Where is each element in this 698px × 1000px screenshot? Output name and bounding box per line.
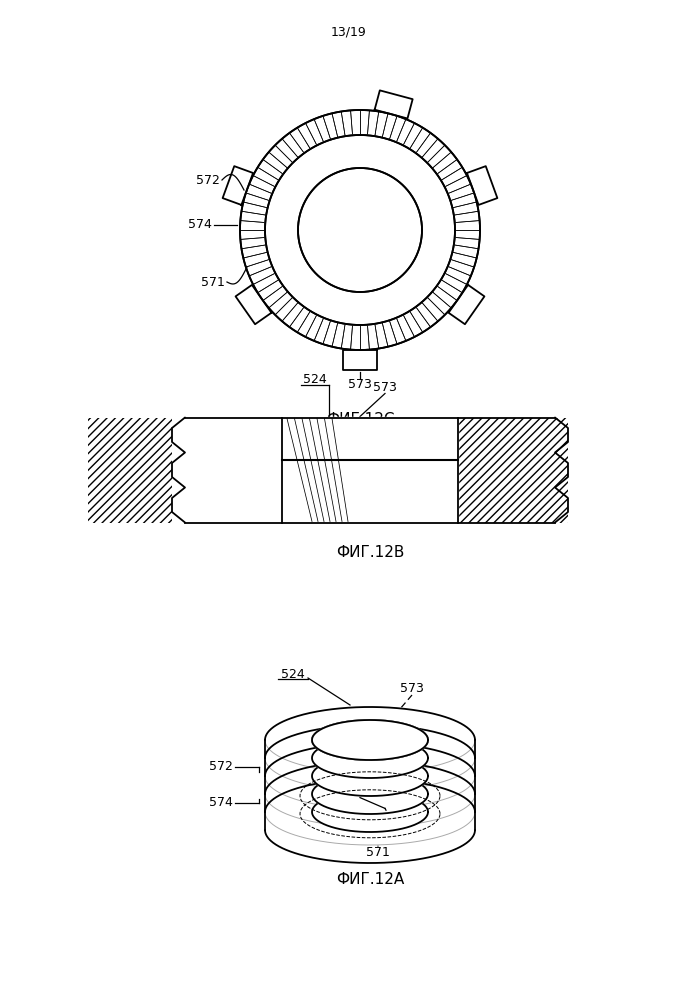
Polygon shape [343, 350, 377, 370]
Polygon shape [467, 166, 498, 205]
Text: 524: 524 [303, 373, 327, 386]
Text: 573: 573 [400, 682, 424, 696]
Polygon shape [312, 738, 428, 778]
Bar [88, 418, 172, 522]
Polygon shape [172, 416, 568, 524]
Polygon shape [312, 774, 428, 814]
Text: 573: 573 [348, 378, 372, 391]
Text: 524: 524 [281, 668, 305, 682]
Text: 572: 572 [116, 444, 140, 456]
Polygon shape [312, 756, 428, 796]
Bar [458, 418, 568, 522]
Polygon shape [223, 166, 253, 205]
Text: 574: 574 [116, 476, 140, 488]
Polygon shape [265, 725, 475, 791]
Polygon shape [265, 743, 475, 809]
Polygon shape [312, 720, 428, 760]
Polygon shape [265, 707, 475, 863]
Polygon shape [265, 135, 455, 325]
Text: ФИГ.12С: ФИГ.12С [326, 412, 394, 428]
Text: ФИГ.12В: ФИГ.12В [336, 545, 404, 560]
Text: 571: 571 [317, 468, 341, 481]
Polygon shape [265, 707, 475, 773]
Polygon shape [215, 85, 505, 375]
Text: 573: 573 [373, 381, 397, 394]
Text: 572: 572 [209, 760, 233, 774]
Text: 574: 574 [188, 219, 212, 232]
Text: 571: 571 [201, 275, 225, 288]
Polygon shape [375, 90, 413, 118]
Polygon shape [240, 110, 480, 350]
Polygon shape [265, 761, 475, 827]
Text: 574: 574 [209, 796, 233, 810]
Text: ФИГ.12А: ФИГ.12А [336, 872, 404, 888]
Polygon shape [449, 285, 484, 324]
Polygon shape [312, 792, 428, 832]
Polygon shape [282, 418, 458, 522]
Text: 572: 572 [196, 174, 220, 186]
Polygon shape [235, 285, 272, 324]
Polygon shape [312, 720, 428, 760]
Text: 571: 571 [366, 846, 390, 858]
Text: 13/19: 13/19 [331, 25, 367, 38]
Polygon shape [265, 779, 475, 845]
